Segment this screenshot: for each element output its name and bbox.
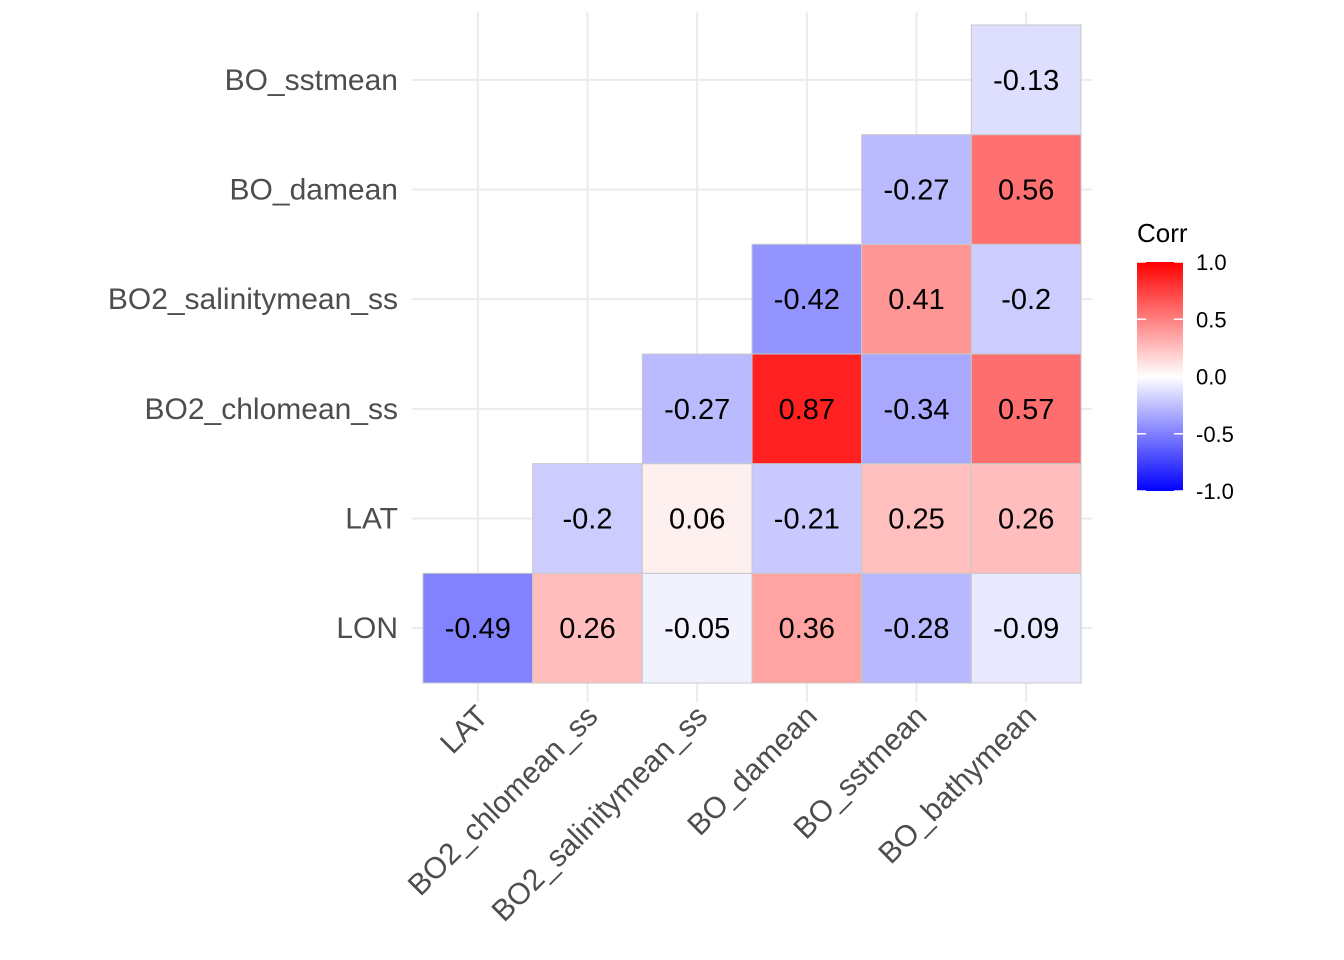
heatmap-cell	[861, 134, 972, 245]
legend-title: Corr	[1137, 218, 1188, 248]
cell-value-label: -0.28	[883, 613, 949, 645]
cell-value-label: -0.05	[664, 613, 730, 645]
heatmap-cell	[861, 243, 972, 355]
heatmap-cell	[970, 134, 1082, 245]
heatmap-cell	[532, 572, 643, 684]
heatmap-cell	[532, 463, 643, 574]
y-tick-label: LON	[336, 612, 398, 645]
cell-value-label: -0.13	[993, 65, 1059, 97]
cell-value-label: 0.26	[559, 613, 615, 645]
y-tick-label: BO2_salinitymean_ss	[108, 283, 398, 316]
heatmap-cell	[861, 572, 972, 684]
cell-value-label: -0.27	[664, 394, 730, 426]
legend-ticks: 1.0 0.5 0.0 -0.5 -1.0	[1137, 250, 1234, 504]
cell-value-label: -0.49	[445, 613, 511, 645]
legend-tick-label: -0.5	[1196, 422, 1234, 447]
heatmap-cell	[422, 572, 534, 684]
cell-value-label: 0.56	[998, 174, 1054, 206]
cell-value-label: 0.87	[779, 394, 835, 426]
y-tick-label: LAT	[345, 502, 398, 535]
y-tick-label: BO_sstmean	[225, 64, 398, 97]
legend: Corr 1.0 0.5 0.0 -0.5 -1.0	[1137, 218, 1234, 504]
x-axis-labels: LATBO2_chlomean_ssBO2_salinitymean_ssBO_…	[402, 700, 1043, 929]
heatmap-cell	[751, 243, 863, 355]
legend-tick-label: 0.5	[1196, 307, 1227, 332]
heatmap-cell	[970, 572, 1082, 684]
heatmap-cells: -0.49 0.26 -0.05 0.36 -0.28 -0.09 -0.2 0.06 -0.2…	[422, 24, 1082, 684]
cell-value-label: -0.42	[774, 284, 840, 316]
legend-tick-label: 0.0	[1196, 365, 1227, 390]
y-axis-labels: LON LAT BO2_chlomean_ss BO2_salinitymean_ss…	[108, 64, 398, 645]
x-tick-label: BO2_salinitymean_ss	[486, 700, 715, 929]
cell-value-label: 0.57	[998, 394, 1054, 426]
cell-value-label: 0.26	[998, 503, 1054, 535]
heatmap-cell	[861, 353, 972, 465]
cell-value-label: -0.09	[993, 613, 1059, 645]
axis-ticks	[476, 686, 1028, 702]
cell-value-label: 0.06	[669, 503, 725, 535]
heatmap-cell	[970, 24, 1082, 136]
cell-value-label: 0.36	[779, 613, 835, 645]
heatmap-cell	[641, 353, 753, 465]
x-tick-label: LAT	[434, 700, 495, 761]
cell-value-label: -0.21	[774, 503, 840, 535]
heatmap-cell	[970, 353, 1082, 465]
heatmap-cell	[970, 463, 1082, 574]
heatmap-cell	[751, 353, 863, 465]
heatmap-cell	[641, 463, 753, 574]
cell-value-label: -0.34	[883, 394, 949, 426]
cell-value-label: -0.2	[563, 503, 613, 535]
x-tick-label: BO2_chlomean_ss	[402, 700, 605, 903]
y-tick-label: BO2_chlomean_ss	[145, 393, 398, 426]
cell-value-label: 0.25	[888, 503, 944, 535]
cell-value-label: -0.27	[883, 174, 949, 206]
heatmap-cell	[861, 463, 972, 574]
cell-value-label: -0.2	[1001, 284, 1051, 316]
legend-tick-label: 1.0	[1196, 250, 1227, 275]
legend-tick-label: -1.0	[1196, 479, 1234, 504]
cell-value-label: 0.41	[888, 284, 944, 316]
heatmap-cell	[970, 243, 1082, 355]
y-tick-label: BO_damean	[230, 173, 398, 206]
